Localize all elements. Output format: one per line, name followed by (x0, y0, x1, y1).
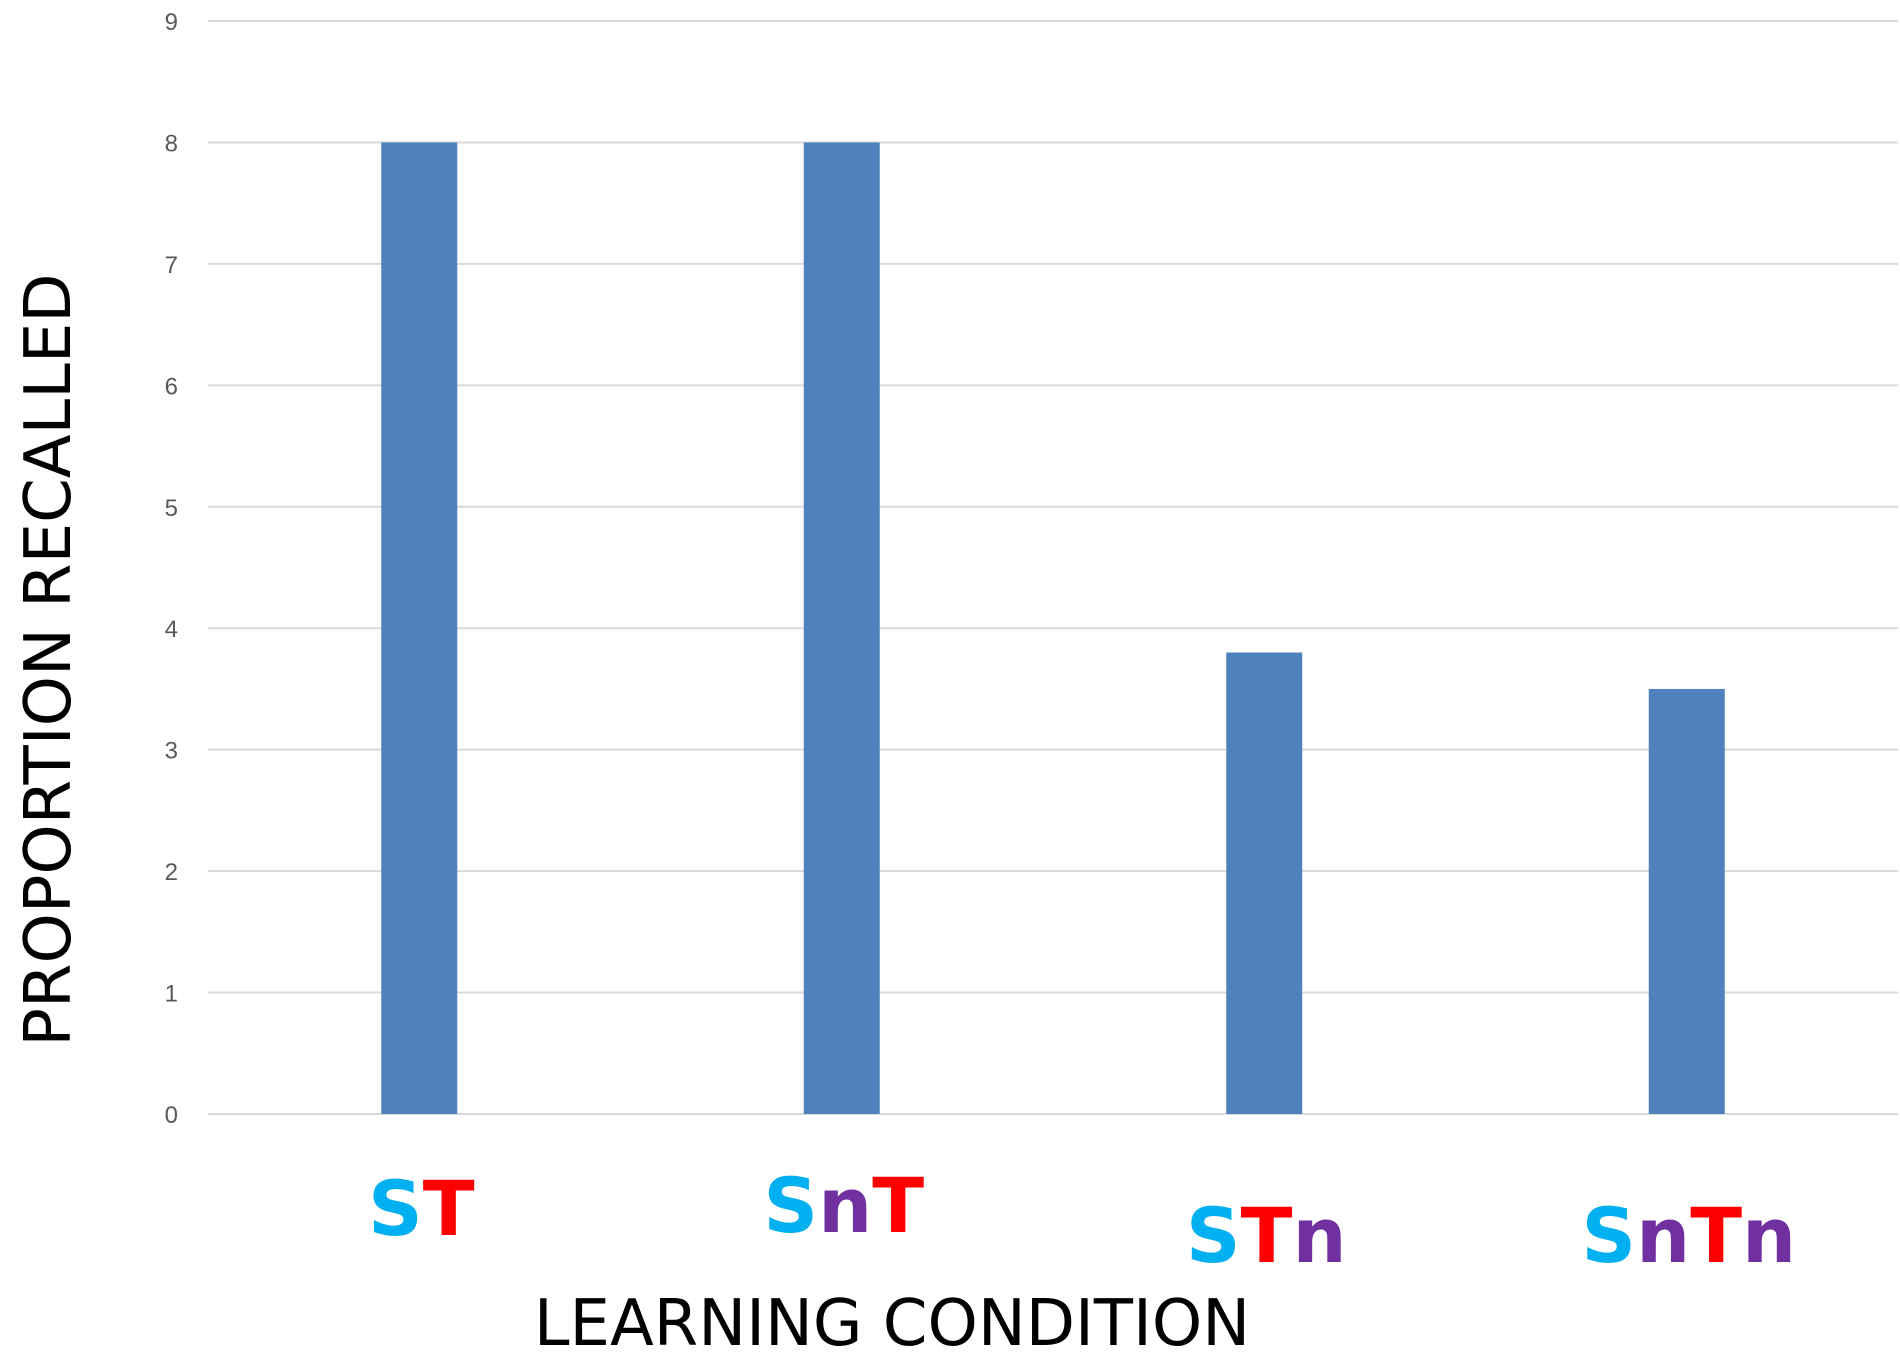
x-axis-title: LEARNING CONDITION (534, 1287, 1250, 1353)
category-label-part: S (1581, 1191, 1636, 1280)
category-labels: ST SnT STn SnTn (368, 1161, 1796, 1280)
category-label-part: n (1292, 1191, 1346, 1280)
bar-SnTn (1648, 688, 1725, 1114)
category-label-STn: STn (1186, 1191, 1347, 1280)
category-label-part: S (368, 1164, 423, 1253)
y-tick-label: 5 (165, 495, 178, 522)
y-tick-label: 7 (165, 252, 178, 279)
category-label-part: n (818, 1161, 872, 1250)
category-label-part: T (872, 1161, 924, 1250)
category-label-part: S (1186, 1191, 1241, 1280)
gridlines (208, 20, 1898, 1115)
y-tick-label: 8 (165, 130, 178, 157)
y-tick-label: 6 (165, 373, 178, 400)
category-label-part: n (1742, 1191, 1796, 1280)
category-label-part: T (1241, 1191, 1293, 1280)
category-label-SnTn: SnTn (1581, 1191, 1796, 1280)
category-label-ST: ST (368, 1164, 475, 1253)
y-tick-label: 4 (165, 616, 178, 643)
y-tick-label: 1 (165, 981, 178, 1008)
bar-ST (381, 142, 458, 1114)
category-label-part: n (1636, 1191, 1690, 1280)
y-tick-label: 3 (165, 738, 178, 765)
y-tick-label: 2 (165, 859, 178, 886)
y-axis-title: PROPORTION RECALLED (12, 273, 86, 1046)
y-tick-label: 9 (165, 9, 178, 36)
category-label-SnT: SnT (763, 1161, 924, 1250)
bar-STn (1226, 652, 1303, 1114)
category-label-part: S (763, 1161, 818, 1250)
bars (381, 142, 1725, 1114)
category-label-part: T (1690, 1191, 1742, 1280)
bar-SnT (803, 142, 880, 1114)
y-tick-labels: 0 1 2 3 4 5 6 7 8 9 (165, 9, 178, 1129)
y-tick-label: 0 (165, 1102, 178, 1129)
category-label-part: T (423, 1164, 475, 1253)
